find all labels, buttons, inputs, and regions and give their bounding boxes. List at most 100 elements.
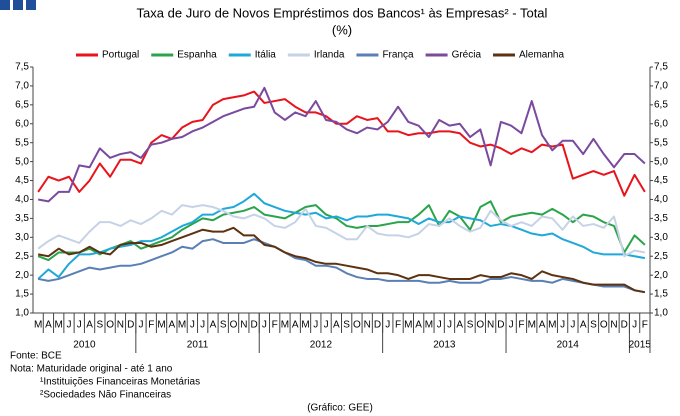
logo-square <box>0 0 10 10</box>
x-tick-label: M <box>157 320 165 331</box>
y-tick-label: 6,0 <box>15 118 29 129</box>
x-tick-label: M <box>178 320 186 331</box>
y-tick-label: 5,5 <box>15 137 29 148</box>
y2-tick-label: 2,0 <box>654 270 668 281</box>
chart-title: Taxa de Juro de Novos Empréstimos dos Ba… <box>137 5 548 20</box>
y2-tick-label: 5,5 <box>654 137 668 148</box>
x-tick-label: O <box>476 320 484 331</box>
x-tick-label: O <box>600 320 608 331</box>
y-tick-label: 7,0 <box>15 81 29 92</box>
y-tick-label: 7,5 <box>15 62 29 73</box>
y-tick-label: 6,5 <box>15 99 29 110</box>
x-tick-label: F <box>642 320 648 331</box>
y-tick-label: 2,5 <box>15 251 29 262</box>
y2-tick-label: 3,0 <box>654 232 668 243</box>
x-tick-label: S <box>467 320 474 331</box>
year-label: 2015 <box>629 340 652 351</box>
x-tick-label: J <box>262 320 267 331</box>
x-tick-label: J <box>560 320 565 331</box>
x-tick-label: A <box>539 320 546 331</box>
year-label: 2012 <box>310 340 333 351</box>
note: Nota: Maturidade original - até 1 ano <box>10 364 173 375</box>
x-tick-label: F <box>518 320 524 331</box>
legend-label: França <box>382 50 414 61</box>
y-tick-label: 1,5 <box>15 289 29 300</box>
y-tick-label: 1,0 <box>15 308 29 319</box>
year-label: 2010 <box>73 340 96 351</box>
x-tick-label: O <box>106 320 114 331</box>
note: ¹Instituições Financeiras Monetárias <box>40 377 200 388</box>
x-tick-label: A <box>456 320 463 331</box>
x-tick-label: J <box>313 320 318 331</box>
y-tick-label: 4,5 <box>15 175 29 186</box>
x-tick-label: M <box>425 320 433 331</box>
x-tick-label: J <box>66 320 71 331</box>
y2-tick-label: 1,0 <box>654 308 668 319</box>
x-tick-label: J <box>138 320 143 331</box>
x-tick-label: S <box>343 320 350 331</box>
x-tick-label: J <box>324 320 329 331</box>
y-tick-label: 3,5 <box>15 213 29 224</box>
y2-tick-label: 1,5 <box>654 289 668 300</box>
logo-square <box>26 0 36 10</box>
x-tick-label: A <box>45 320 52 331</box>
year-label: 2013 <box>433 340 456 351</box>
legend-label: Alemanha <box>519 50 564 61</box>
x-tick-label: O <box>353 320 361 331</box>
x-tick-label: D <box>374 320 381 331</box>
x-tick-label: D <box>250 320 257 331</box>
y2-tick-label: 6,0 <box>654 118 668 129</box>
x-tick-label: J <box>632 320 637 331</box>
series-line <box>37 204 646 258</box>
x-tick-label: M <box>281 320 289 331</box>
x-tick-label: S <box>590 320 597 331</box>
credit: (Gráfico: GEE) <box>307 403 373 414</box>
x-tick-label: D <box>127 320 134 331</box>
series-line <box>37 90 646 197</box>
y2-tick-label: 4,5 <box>654 175 668 186</box>
y2-tick-label: 7,0 <box>654 81 668 92</box>
year-label: 2014 <box>557 340 580 351</box>
x-tick-label: S <box>220 320 227 331</box>
note: Fonte: BCE <box>10 351 62 362</box>
x-tick-label: F <box>395 320 401 331</box>
y2-tick-label: 2,5 <box>654 251 668 262</box>
x-tick-label: M <box>301 320 309 331</box>
x-tick-label: J <box>385 320 390 331</box>
x-tick-label: M <box>34 320 42 331</box>
y-tick-label: 4,0 <box>15 194 29 205</box>
x-tick-label: M <box>548 320 556 331</box>
x-tick-label: A <box>415 320 422 331</box>
legend-label: Portugal <box>102 50 139 61</box>
x-tick-label: J <box>509 320 514 331</box>
x-tick-label: J <box>200 320 205 331</box>
x-tick-label: M <box>404 320 412 331</box>
chart-subtitle: (%) <box>332 22 352 37</box>
y-tick-label: 3,0 <box>15 232 29 243</box>
legend-label: Irlanda <box>314 50 345 61</box>
x-tick-label: A <box>168 320 175 331</box>
x-tick-label: J <box>437 320 442 331</box>
x-tick-label: M <box>55 320 63 331</box>
series-line <box>37 238 646 294</box>
legend-label: Grécia <box>452 50 482 61</box>
x-tick-label: M <box>528 320 536 331</box>
series-line <box>37 192 646 280</box>
y2-tick-label: 3,5 <box>654 213 668 224</box>
note: ²Sociedades Não Financeiras <box>40 390 171 401</box>
x-tick-label: S <box>97 320 104 331</box>
x-tick-label: A <box>333 320 340 331</box>
x-tick-label: J <box>77 320 82 331</box>
x-tick-label: N <box>117 320 124 331</box>
x-tick-label: J <box>570 320 575 331</box>
y-tick-label: 5,0 <box>15 156 29 167</box>
series-line <box>37 200 646 262</box>
x-tick-label: F <box>272 320 278 331</box>
x-tick-label: A <box>210 320 217 331</box>
x-tick-label: J <box>190 320 195 331</box>
x-tick-label: A <box>580 320 587 331</box>
y2-tick-label: 6,5 <box>654 99 668 110</box>
y2-tick-label: 5,0 <box>654 156 668 167</box>
x-tick-label: N <box>487 320 494 331</box>
y2-tick-label: 7,5 <box>654 62 668 73</box>
